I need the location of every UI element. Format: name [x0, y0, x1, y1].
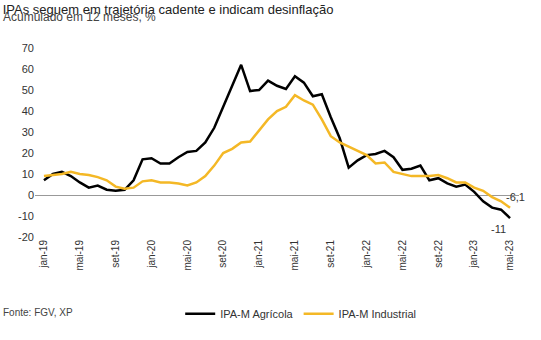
- svg-text:set-22: set-22: [433, 240, 444, 268]
- svg-text:70: 70: [22, 42, 34, 54]
- svg-text:Acumulado em 12 meses, %: Acumulado em 12 meses, %: [3, 10, 156, 24]
- svg-text:-10: -10: [18, 210, 34, 222]
- svg-text:IPAs seguem em trajetória cade: IPAs seguem em trajetória cadente e indi…: [3, 2, 334, 17]
- svg-text:60: 60: [22, 63, 34, 75]
- svg-text:-11: -11: [491, 223, 506, 235]
- svg-text:10: 10: [22, 168, 34, 180]
- svg-text:40: 40: [22, 105, 34, 117]
- svg-text:jan-21: jan-21: [253, 240, 264, 269]
- svg-text:jan-19: jan-19: [38, 240, 49, 269]
- svg-text:jan-22: jan-22: [361, 240, 372, 269]
- svg-text:jan-20: jan-20: [146, 240, 157, 269]
- svg-text:set-19: set-19: [110, 240, 121, 268]
- svg-text:set-21: set-21: [325, 240, 336, 268]
- svg-text:mai-20: mai-20: [182, 240, 193, 271]
- svg-text:IPA-M Industrial: IPA-M Industrial: [339, 308, 416, 320]
- svg-text:-6,1: -6,1: [506, 191, 525, 203]
- svg-text:mai-23: mai-23: [504, 240, 515, 271]
- svg-text:0: 0: [28, 189, 34, 201]
- svg-text:mai-19: mai-19: [74, 240, 85, 271]
- svg-text:50: 50: [22, 84, 34, 96]
- svg-text:jan-23: jan-23: [468, 240, 479, 269]
- svg-text:30: 30: [22, 126, 34, 138]
- svg-text:20: 20: [22, 147, 34, 159]
- svg-text:mai-22: mai-22: [397, 240, 408, 271]
- svg-text:mai-21: mai-21: [289, 240, 300, 271]
- svg-text:-20: -20: [18, 231, 34, 243]
- svg-text:IPA-M Agrícola: IPA-M Agrícola: [220, 308, 293, 320]
- svg-text:set-20: set-20: [217, 240, 228, 268]
- svg-text:Fonte: FGV, XP: Fonte: FGV, XP: [3, 307, 73, 318]
